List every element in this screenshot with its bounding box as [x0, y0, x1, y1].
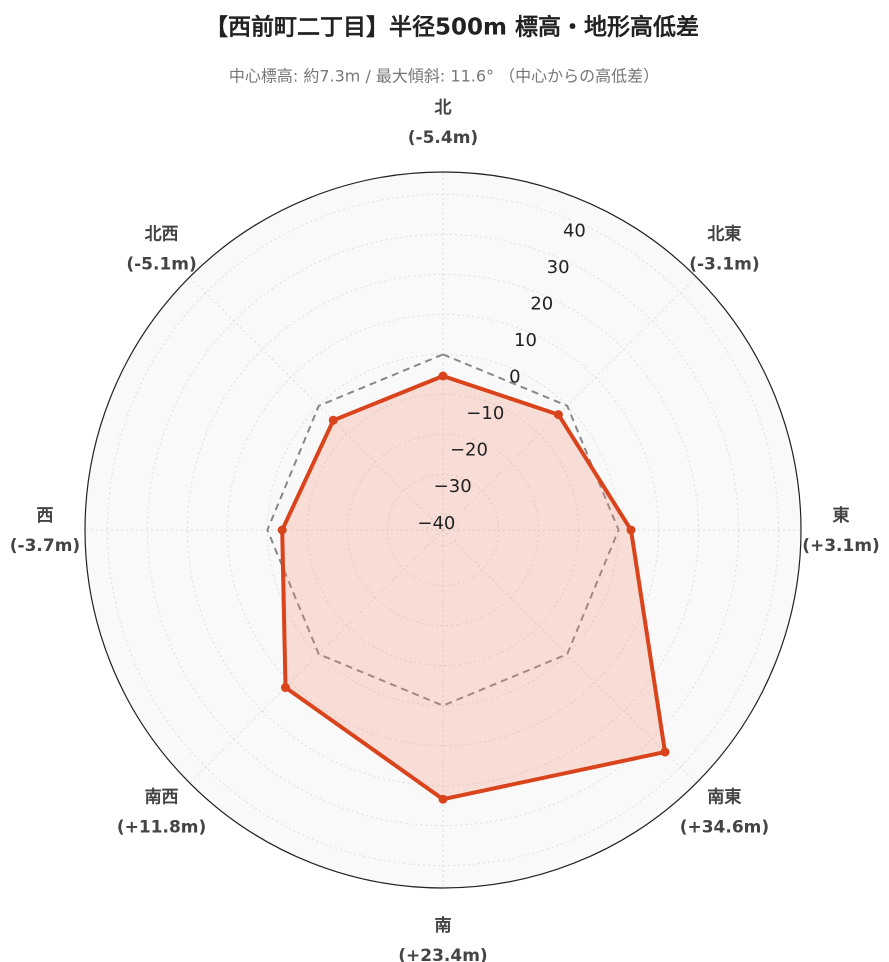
category-value-label: (-5.4m) — [408, 128, 478, 148]
category-value-label: (+34.6m) — [680, 817, 769, 837]
radial-tick-label: 40 — [563, 221, 586, 242]
chart-title: 【西前町二丁目】半径500m 標高・地形高低差 — [205, 14, 699, 41]
data-point — [280, 683, 290, 693]
category-value-label: (+23.4m) — [398, 946, 487, 962]
data-point — [553, 410, 563, 420]
data-point — [277, 525, 287, 535]
category-value-label: (-3.1m) — [689, 255, 759, 275]
radial-tick-label: −40 — [417, 513, 455, 534]
category-label: 南 — [435, 915, 452, 936]
data-point — [328, 415, 338, 425]
category-label: 西 — [37, 506, 54, 526]
category-label: 南西 — [145, 786, 179, 807]
radial-tick-label: 30 — [547, 257, 570, 278]
category-value-label: (-3.7m) — [10, 536, 80, 556]
data-point — [660, 747, 670, 757]
data-point — [438, 371, 448, 381]
category-value-label: (-5.1m) — [126, 255, 196, 275]
radial-tick-label: −30 — [434, 476, 472, 497]
category-label: 東 — [833, 505, 850, 526]
data-point — [626, 525, 636, 535]
polar-outline — [84, 171, 802, 889]
radial-tick-label: 20 — [530, 294, 553, 315]
category-value-label: (+3.1m) — [802, 536, 880, 556]
radial-tick-label: −10 — [466, 403, 504, 424]
radial-tick-label: 0 — [509, 367, 520, 388]
category-label: 北 — [435, 98, 452, 118]
radial-tick-label: −20 — [450, 440, 488, 461]
category-label: 南東 — [707, 786, 741, 807]
radial-tick-label: 10 — [514, 330, 537, 351]
category-value-label: (+11.8m) — [117, 817, 206, 837]
data-point — [438, 794, 448, 804]
category-label: 北西 — [145, 225, 179, 245]
category-label: 北東 — [707, 224, 741, 245]
chart-subtitle: 中心標高: 約7.3m / 最大傾斜: 11.6° （中心からの高低差） — [229, 67, 659, 86]
